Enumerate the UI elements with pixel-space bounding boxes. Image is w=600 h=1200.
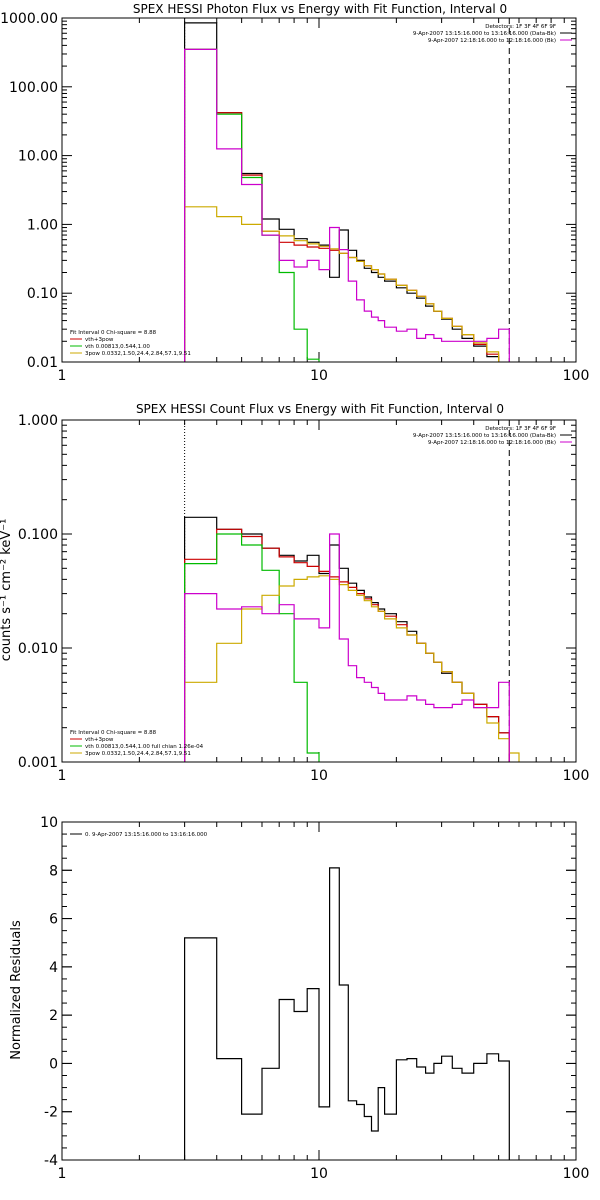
count-flux-y-axis-label: counts s⁻¹ cm⁻² keV⁻¹ (0, 519, 14, 662)
series-group (184, 516, 529, 762)
legend-left-entry: Fit Interval 0 Chi-square = 8.88 (70, 330, 157, 336)
series-group (184, 22, 510, 362)
y-tick-label: 0.100 (18, 527, 58, 543)
legend-right-entry: 9-Apr-2007 12:18:16.000 to 12:18:16.000 … (428, 38, 556, 44)
legend-left-entry: vth+3pow (85, 737, 114, 743)
legend-right-entry: Detectors: 1F 3F 4F 6F 9F (485, 426, 556, 432)
x-tick-label: 1 (58, 768, 67, 784)
series-1-step-line (184, 528, 510, 762)
x-tick-label: 1 (58, 1166, 67, 1182)
plot-frame (61, 821, 577, 1161)
series-4-step-line (184, 533, 510, 762)
legend-left-entry: 3pow 0.0332,1.50,24.4,2.84,57.1,9.51 (85, 351, 191, 357)
y-tick-label: 1000.00 (0, 11, 58, 27)
x-tick-label: 100 (563, 1166, 590, 1182)
legend-left-entry: vth+3pow (85, 337, 114, 343)
x-tick-label: 100 (563, 368, 590, 384)
series-0-step-line (184, 867, 510, 1160)
series-3-step-line (184, 206, 510, 362)
y-tick-label: 4 (49, 960, 58, 976)
y-tick-label: 0.010 (18, 641, 58, 657)
series-2-step-line (184, 533, 331, 762)
legend-left-entry: vth 0.00813,0.544,1.00 full chian 1.26e-… (85, 744, 204, 750)
y-tick-label: 0.001 (18, 755, 58, 771)
legend-right-entry: 9-Apr-2007 12:18:16.000 to 12:18:16.000 … (428, 440, 556, 446)
count-flux-panel: SPEX HESSI Count Flux vs Energy with Fit… (0, 402, 590, 784)
count-flux-title: SPEX HESSI Count Flux vs Energy with Fit… (136, 402, 504, 416)
photon-flux-title: SPEX HESSI Photon Flux vs Energy with Fi… (133, 2, 507, 16)
series-group (184, 867, 510, 1160)
photon-flux-panel: SPEX HESSI Photon Flux vs Energy with Fi… (0, 2, 590, 384)
residuals-panel: Normalized Residuals 1 10 100 -4 -2 0 2 4 6 8 10 0.… (9, 815, 589, 1182)
series-0-step-line (184, 22, 510, 362)
legend-left-entry: Fit Interval 0 Chi-square = 8.88 (70, 730, 157, 736)
plot-frame (61, 419, 577, 763)
x-tick-label: 10 (310, 368, 328, 384)
photon-flux-plot: 1 10 100 0.01 0.10 1.00 10.00 100.00 1000.00 Dete… (0, 11, 590, 384)
y-tick-label: -4 (44, 1153, 58, 1169)
y-tick-label: 2 (49, 1008, 58, 1024)
legend-right-entry: 9-Apr-2007 13:15:16.000 to 13:16:16.000 … (413, 31, 556, 37)
series-2-step-line (184, 48, 340, 362)
legend-left-entry: 0. 9-Apr-2007 13:15:16.000 to 13:16:16.0… (85, 832, 208, 838)
y-tick-label: 10 (40, 815, 58, 831)
y-tick-label: 100.00 (9, 80, 58, 96)
series-4-step-line (184, 48, 510, 362)
y-tick-label: 1.000 (18, 413, 58, 429)
y-tick-label: 0 (49, 1056, 58, 1072)
x-tick-label: 10 (310, 768, 328, 784)
legend-left-entry: vth 0.00813,0.544,1.00 (85, 344, 150, 350)
y-tick-label: -2 (44, 1105, 58, 1121)
residuals-plot: 1 10 100 -4 -2 0 2 4 6 8 10 0. 9-Apr-2007 13:15:16.… (40, 815, 589, 1182)
plot-frame (61, 17, 577, 363)
series-0-step-line (184, 516, 510, 762)
x-tick-label: 1 (58, 368, 67, 384)
residuals-y-axis-label: Normalized Residuals (9, 920, 24, 1060)
y-tick-label: 0.10 (27, 286, 58, 302)
y-tick-label: 6 (49, 912, 58, 928)
legend-left-entry: 3pow 0.0332,1.50,24.4,2.84,57.1,9.51 (85, 751, 191, 757)
y-tick-label: 8 (49, 863, 58, 879)
legend-right-entry: Detectors: 1F 3F 4F 6F 9F (485, 24, 556, 30)
series-1-step-line (184, 48, 510, 362)
x-tick-label: 10 (310, 1166, 328, 1182)
legend-right-entry: 9-Apr-2007 13:15:16.000 to 13:16:16.000 … (413, 433, 556, 439)
y-tick-label: 1.00 (27, 217, 58, 233)
y-tick-label: 10.00 (18, 149, 58, 165)
count-flux-plot: 1 10 100 0.001 0.010 0.100 1.000 Detectors: 1F … (18, 413, 590, 784)
x-tick-label: 100 (563, 768, 590, 784)
y-tick-label: 0.01 (27, 355, 58, 371)
